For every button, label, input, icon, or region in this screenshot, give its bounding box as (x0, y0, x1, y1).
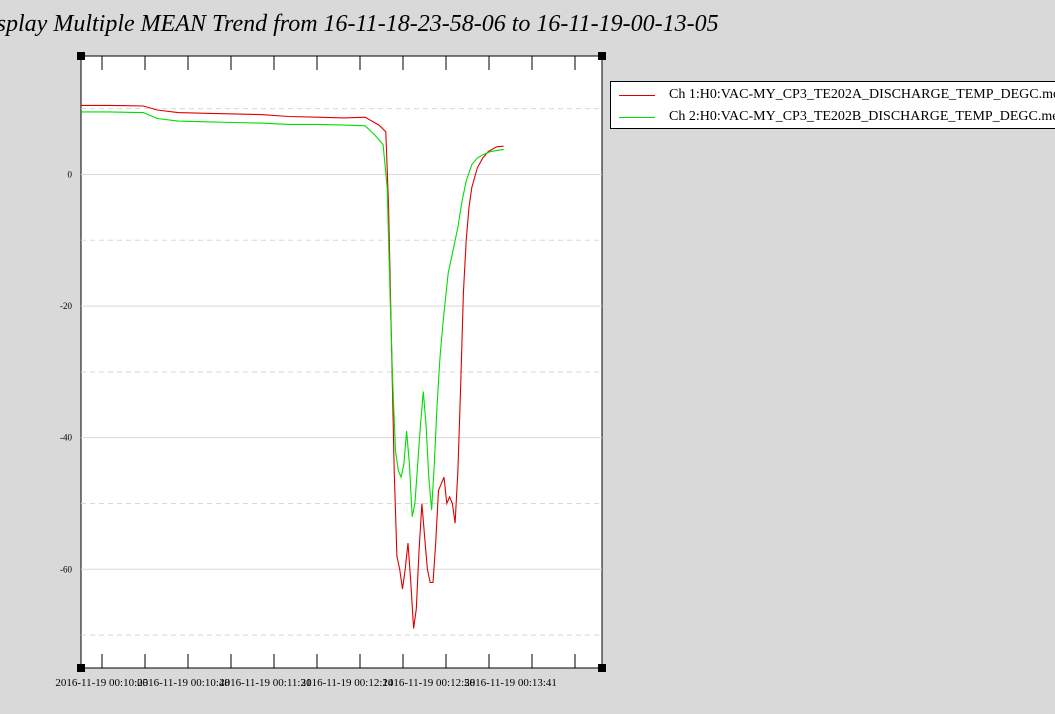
y-tick-label: -20 (60, 301, 72, 311)
grid-lines (81, 108, 602, 636)
corner-handle-bottom-left[interactable] (77, 664, 85, 672)
series-line-ch2 (81, 111, 504, 517)
x-tick-label: 2016-11-19 00:10:05 (55, 677, 148, 689)
legend-swatch-ch1 (619, 94, 655, 96)
plot-area (80, 55, 603, 669)
series-lines (81, 104, 504, 629)
legend-item-ch1[interactable]: Ch 1:H0:VAC-MY_CP3_TE202A_DISCHARGE_TEMP… (611, 85, 1055, 105)
corner-handle-top-right[interactable] (598, 52, 606, 60)
chart-title: isplay Multiple MEAN Trend from 16-11-18… (0, 11, 719, 37)
y-tick-label: -40 (60, 433, 72, 443)
y-tick-label: -60 (60, 564, 72, 574)
legend: Ch 1:H0:VAC-MY_CP3_TE202A_DISCHARGE_TEMP… (610, 81, 1055, 129)
axis-ticks (101, 56, 576, 668)
x-tick-label: 2016-11-19 00:12:58 (382, 677, 475, 689)
legend-item-ch2[interactable]: Ch 2:H0:VAC-MY_CP3_TE202B_DISCHARGE_TEMP… (611, 107, 1055, 127)
x-tick-label: 2016-11-19 00:10:48 (137, 677, 230, 689)
x-tick-label: 2016-11-19 00:12:14 (301, 677, 394, 689)
series-line-ch1 (81, 104, 504, 629)
corner-handles (77, 52, 606, 672)
corner-handle-top-left[interactable] (77, 52, 85, 60)
legend-label-ch1: Ch 1:H0:VAC-MY_CP3_TE202A_DISCHARGE_TEMP… (669, 87, 1055, 102)
x-tick-label: 2016-11-19 00:13:41 (464, 677, 557, 689)
y-tick-label: 0 (68, 169, 73, 179)
legend-swatch-ch2 (619, 116, 655, 118)
corner-handle-bottom-right[interactable] (598, 664, 606, 672)
y-tick-labels: 0 -20 -40 -60 (60, 169, 73, 574)
x-tick-label: 2016-11-19 00:11:31 (219, 677, 311, 689)
legend-label-ch2: Ch 2:H0:VAC-MY_CP3_TE202B_DISCHARGE_TEMP… (669, 109, 1055, 124)
